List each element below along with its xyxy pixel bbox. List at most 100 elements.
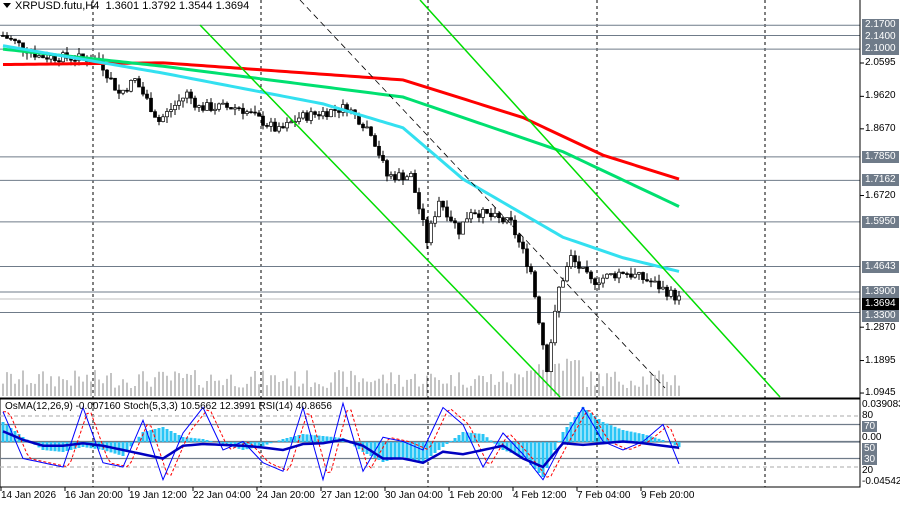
level-label: 2.1700 [862, 19, 899, 32]
candle-body [153, 111, 157, 118]
candle-body [549, 342, 553, 372]
candle-body [329, 109, 333, 118]
price-tick-label: 1.6720 [865, 189, 896, 201]
candle-body [449, 216, 453, 222]
level-label: 1.7850 [862, 150, 899, 163]
candle-body [37, 55, 41, 58]
candle-body [673, 289, 677, 301]
candle-body [249, 111, 253, 114]
candle-body [481, 209, 485, 218]
candle-body [45, 57, 49, 60]
candle-body [125, 89, 129, 92]
candle-body [377, 145, 381, 156]
candle-body [369, 126, 373, 136]
indicator-axis-label: 0.00 [862, 432, 882, 443]
ma-cyan-line [2, 44, 680, 273]
candle-body [421, 208, 425, 220]
candle-body [445, 206, 449, 218]
price-tick-label: 1.8670 [865, 122, 896, 134]
candle-body [161, 116, 165, 122]
candle-body [321, 111, 325, 117]
candle-body [157, 116, 161, 122]
indicator-axis-label: 0.039083 [862, 399, 900, 410]
candle-body [17, 40, 21, 44]
candle-body [437, 200, 441, 218]
time-label: 7 Feb 04:00 [577, 490, 631, 501]
candle-body [169, 109, 173, 112]
candle-body [397, 172, 401, 181]
candle-body [393, 174, 397, 181]
candle-body [245, 111, 249, 114]
candle-body [613, 273, 617, 279]
dropdown-arrow-icon[interactable] [3, 3, 11, 8]
candle-body [473, 212, 477, 215]
candle-body [193, 97, 197, 108]
candle-body [297, 117, 301, 122]
indicator-axis-label: 20 [862, 465, 874, 476]
price-tick-label: 1.0945 [865, 387, 896, 399]
ma-green-line [2, 47, 680, 208]
level-label: 1.4643 [862, 260, 899, 273]
candle-body [257, 112, 261, 117]
candle-body [121, 89, 125, 94]
channel-line-upper [419, 0, 781, 398]
candle-body [493, 212, 497, 218]
candle-body [433, 216, 437, 224]
rsi-line [2, 430, 680, 469]
candle-body [189, 91, 193, 99]
candle-body [145, 93, 149, 99]
candle-body [213, 108, 217, 111]
candle-body [221, 102, 225, 105]
candle-body [365, 126, 369, 129]
candle-body [573, 255, 577, 263]
chart-title[interactable]: XRPUSD.futu,H4 1.3601 1.3792 1.3544 1.36… [3, 0, 249, 12]
candle-body [561, 280, 565, 288]
candle-body [57, 60, 61, 63]
candle-body [581, 266, 585, 269]
indicator-axis-label: 70 [862, 421, 878, 432]
candle-body [333, 109, 337, 111]
candle-body [665, 286, 669, 297]
time-label: 22 Jan 04:00 [193, 490, 251, 501]
candle-body [429, 222, 433, 244]
candle-body [553, 310, 557, 344]
candle-body [509, 217, 513, 221]
candle-body [485, 209, 489, 214]
candle-body [281, 126, 285, 129]
level-label: 1.3900 [862, 285, 899, 298]
candle-body [237, 107, 241, 110]
horizontal-levels [0, 24, 864, 394]
indicator-title: OsMA(12,26,9) -0.007160 Stoch(5,3,3) 10.… [5, 401, 332, 412]
level-label: 2.1000 [862, 43, 899, 56]
candle-body [185, 91, 189, 99]
candle-body [325, 111, 329, 118]
channel-line-mid [299, 0, 666, 389]
candle-body [529, 266, 533, 273]
candle-body [677, 295, 681, 301]
candle-body [401, 172, 405, 181]
time-label: 30 Jan 04:00 [385, 490, 443, 501]
trend-channel[interactable] [199, 0, 781, 398]
candle-body [317, 114, 321, 117]
candle-body [521, 241, 525, 250]
candle-body [545, 344, 549, 372]
volume-bars [2, 358, 680, 396]
candle-body [137, 78, 141, 88]
candle-body [557, 286, 561, 312]
candle-body [605, 273, 609, 279]
time-label: 19 Jan 12:00 [129, 490, 187, 501]
candle-body [441, 200, 445, 208]
stoch-main-line [2, 401, 680, 482]
candle-body [177, 100, 181, 106]
indicator-axis-label: 30 [862, 454, 878, 465]
candle-body [149, 97, 153, 112]
candle-body [497, 212, 501, 219]
candle-body [373, 135, 377, 147]
indicator-axis-label: 50 [862, 443, 878, 454]
candle-body [309, 111, 313, 121]
candle-body [233, 107, 237, 110]
candle-body [205, 102, 209, 111]
candle-body [541, 322, 545, 346]
candle-body [565, 266, 569, 282]
